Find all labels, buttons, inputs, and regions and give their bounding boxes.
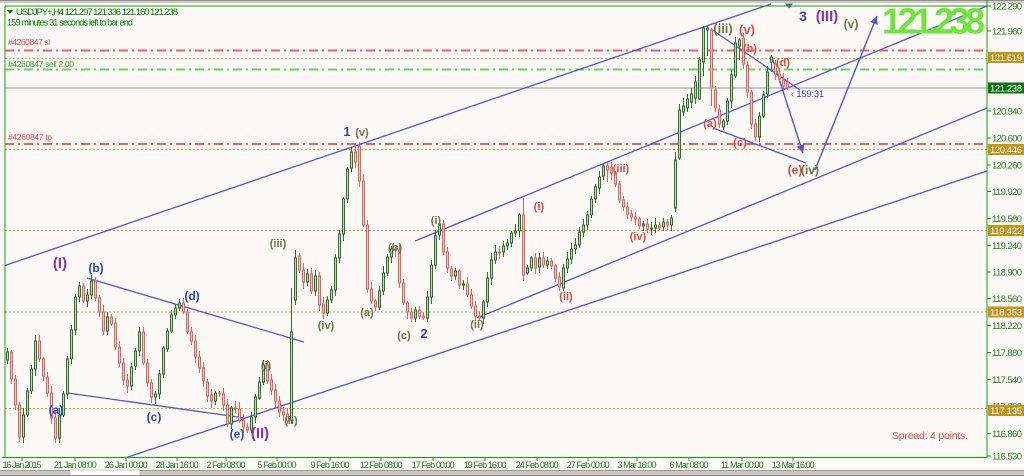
svg-text:24 Feb 08:00: 24 Feb 08:00 xyxy=(516,460,559,470)
svg-text:118.900: 118.900 xyxy=(992,268,1022,279)
svg-text:(b): (b) xyxy=(388,242,402,254)
svg-text:116.860: 116.860 xyxy=(992,429,1022,440)
svg-text:119.920: 119.920 xyxy=(992,187,1022,198)
svg-text:(i): (i) xyxy=(261,360,272,372)
svg-text:(I): (I) xyxy=(53,255,67,272)
svg-text:(iv): (iv) xyxy=(318,320,335,332)
svg-text:19 Feb 16:00: 19 Feb 16:00 xyxy=(464,460,507,470)
svg-text:5 Feb 00:00: 5 Feb 00:00 xyxy=(257,460,296,470)
svg-text:1: 1 xyxy=(343,124,350,139)
svg-text:(v): (v) xyxy=(355,127,369,139)
svg-text:#4260847 tp: #4260847 tp xyxy=(8,132,52,142)
svg-text:117.880: 117.880 xyxy=(992,348,1022,359)
svg-text:119.580: 119.580 xyxy=(992,214,1022,225)
svg-text:2 Feb 08:00: 2 Feb 08:00 xyxy=(206,460,245,470)
svg-text:(e): (e) xyxy=(788,163,803,177)
svg-text:117.540: 117.540 xyxy=(992,375,1022,386)
svg-text:(ii): (ii) xyxy=(284,415,298,427)
svg-text:119.422: 119.422 xyxy=(990,226,1022,237)
svg-text:11 Mar 00:00: 11 Mar 00:00 xyxy=(721,460,764,470)
svg-text:116.530: 116.530 xyxy=(992,452,1022,463)
svg-text:9 Feb 16:00: 9 Feb 16:00 xyxy=(310,460,349,470)
svg-text:‹ 159:31: ‹ 159:31 xyxy=(791,89,824,99)
svg-text:(iii): (iii) xyxy=(270,238,287,250)
svg-text:12 Feb 08:00: 12 Feb 08:00 xyxy=(360,460,403,470)
svg-text:(a): (a) xyxy=(360,307,374,319)
svg-text:3: 3 xyxy=(799,8,807,24)
svg-text:26 Jan 00:00: 26 Jan 00:00 xyxy=(105,460,148,470)
svg-text:120.446: 120.446 xyxy=(990,145,1022,156)
svg-text:118.560: 118.560 xyxy=(992,294,1022,305)
svg-text:#4260847 sl: #4260847 sl xyxy=(8,37,50,47)
svg-text:121.238: 121.238 xyxy=(990,84,1022,95)
svg-text:120.940: 120.940 xyxy=(992,107,1022,118)
svg-text:(v): (v) xyxy=(739,22,755,37)
svg-text:(b): (b) xyxy=(743,43,757,55)
svg-text:#4260847 sell 2.00: #4260847 sell 2.00 xyxy=(8,59,74,69)
svg-text:121.238: 121.238 xyxy=(882,1,985,42)
svg-text:(ii): (ii) xyxy=(470,319,484,331)
svg-text:119.240: 119.240 xyxy=(992,241,1022,252)
svg-text:(II): (II) xyxy=(251,425,269,442)
svg-text:121.960: 121.960 xyxy=(992,27,1022,38)
svg-text:6 Mar 08:00: 6 Mar 08:00 xyxy=(669,460,708,470)
svg-text:117.135: 117.135 xyxy=(990,406,1022,417)
svg-text:13 Mar 16:00: 13 Mar 16:00 xyxy=(772,460,815,470)
svg-text:(i): (i) xyxy=(431,215,442,227)
svg-text:120.260: 120.260 xyxy=(992,161,1022,172)
svg-text:(a): (a) xyxy=(49,403,64,417)
svg-text:122.290: 122.290 xyxy=(992,2,1022,13)
svg-text:(b): (b) xyxy=(88,261,103,275)
svg-text:17 Feb 00:00: 17 Feb 00:00 xyxy=(412,460,455,470)
svg-text:(III): (III) xyxy=(816,8,839,25)
svg-text:(ii): (ii) xyxy=(559,291,573,303)
svg-text:(c): (c) xyxy=(397,330,411,342)
svg-text:120.600: 120.600 xyxy=(992,134,1022,145)
svg-text:16 Jan 2015: 16 Jan 2015 xyxy=(2,460,41,470)
svg-text:(e): (e) xyxy=(230,427,245,441)
svg-text:(v): (v) xyxy=(844,17,859,31)
svg-text:118.353: 118.353 xyxy=(990,308,1022,319)
svg-text:(c): (c) xyxy=(733,137,747,149)
svg-text:(a): (a) xyxy=(703,118,717,130)
svg-text:21 Jan 08:00: 21 Jan 08:00 xyxy=(54,460,97,470)
svg-text:(iv): (iv) xyxy=(801,163,819,177)
svg-text:(c): (c) xyxy=(147,410,162,424)
svg-text:(d): (d) xyxy=(184,289,199,303)
svg-text:(d): (d) xyxy=(776,57,790,69)
svg-text:(iii): (iii) xyxy=(713,21,733,36)
svg-text:(iv): (iv) xyxy=(630,231,647,243)
svg-text:121.619: 121.619 xyxy=(990,53,1022,64)
svg-text:3 Mar 16:00: 3 Mar 16:00 xyxy=(617,460,656,470)
svg-text:(i): (i) xyxy=(534,201,545,213)
svg-text:USDJPY+,H4 121.297 121.336 12: USDJPY+,H4 121.297 121.336 121.160 121.2… xyxy=(16,7,178,18)
svg-text:2: 2 xyxy=(420,326,427,341)
svg-text:28 Jan 16:00: 28 Jan 16:00 xyxy=(156,460,199,470)
svg-text:Spread: 4 points.: Spread: 4 points. xyxy=(892,430,968,442)
svg-text:118.220: 118.220 xyxy=(992,321,1022,332)
svg-text:(iii): (iii) xyxy=(613,163,630,175)
svg-text:159 minutes 31 seconds left to: 159 minutes 31 seconds left to bar end xyxy=(7,18,133,28)
svg-text:27 Feb 00:00: 27 Feb 00:00 xyxy=(567,460,610,470)
